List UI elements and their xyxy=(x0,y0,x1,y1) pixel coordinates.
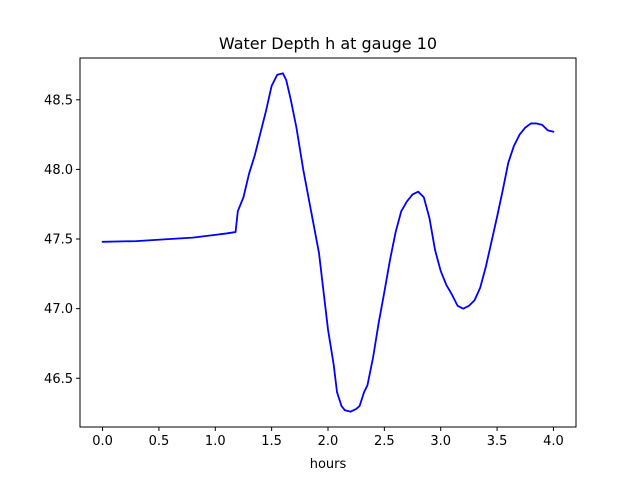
x-tick-label: 3.0 xyxy=(430,434,451,449)
x-tick-label: 4.0 xyxy=(543,434,564,449)
series-line-0 xyxy=(101,72,555,413)
x-tick-label: 0.0 xyxy=(92,434,113,449)
x-tick-label: 2.5 xyxy=(374,434,395,449)
x-tick-label: 1.5 xyxy=(261,434,282,449)
x-tick-label: 2.0 xyxy=(318,434,339,449)
x-tick-label: 3.5 xyxy=(487,434,508,449)
chart-title: Water Depth h at gauge 10 xyxy=(219,34,437,53)
x-tick-label: 0.5 xyxy=(149,434,170,449)
y-tick-label: 46.5 xyxy=(44,372,73,387)
plot-frame xyxy=(79,57,577,428)
y-tick-label: 47.5 xyxy=(44,233,73,248)
x-tick-label: 1.0 xyxy=(205,434,226,449)
y-tick-label: 47.0 xyxy=(44,302,73,317)
x-axis-label: hours xyxy=(310,457,347,472)
plot-area: 0.0 0.5 1.0 1.5 2.0 2.5 3.0 3.5 4.0 46.5 47.0 47.5 4… xyxy=(44,57,577,449)
y-tick-label: 48.5 xyxy=(44,93,73,108)
y-tick-label: 48.0 xyxy=(44,163,73,178)
